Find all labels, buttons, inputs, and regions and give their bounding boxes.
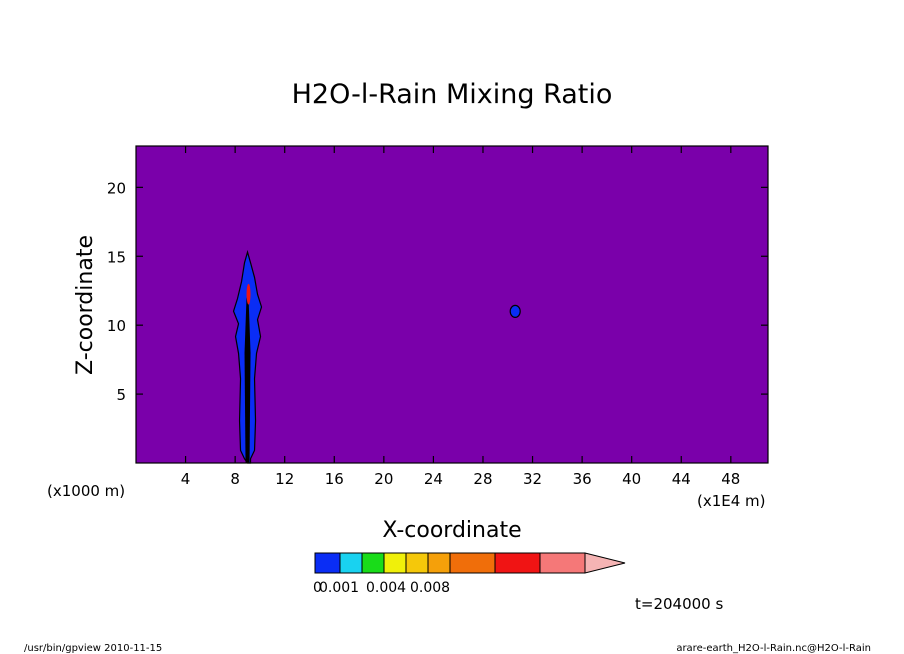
colorbar-swatch (539, 552, 586, 574)
y-tick-label: 15 (107, 248, 126, 266)
x-axis-ticks: 4 8 12 16 20 24 28 32 36 40 44 48 (181, 146, 740, 488)
time-annotation: t=204000 s (635, 595, 723, 613)
x-tick-label: 40 (622, 470, 641, 488)
colorbar-swatch (339, 552, 363, 574)
chart-title: H2O-l-Rain Mixing Ratio (292, 79, 613, 110)
y-tick-label: 5 (116, 386, 126, 404)
colorbar-tick-label: 0.008 (410, 580, 450, 596)
y-tick-label: 10 (107, 317, 126, 335)
colorbar-swatch (405, 552, 429, 574)
colorbar-extend-arrow (584, 552, 626, 574)
colorbar-label-prefix: 0 (313, 580, 322, 596)
x-tick-label: 20 (374, 470, 393, 488)
x-tick-label: 44 (672, 470, 691, 488)
footer-left: /usr/bin/gpview 2010-11-15 (24, 643, 162, 654)
x-tick-label: 16 (325, 470, 344, 488)
plot-frame (135, 145, 769, 464)
colorbar-tick-label: 0.004 (366, 580, 406, 596)
x-unit-right: (x1E4 m) (697, 492, 766, 510)
x-tick-label: 36 (573, 470, 592, 488)
y-axis-ticks: 5 10 15 20 (107, 179, 768, 404)
rain-blob (509, 304, 521, 318)
footer-right: arare-earth_H2O-l-Rain.nc@H2O-l-Rain (676, 643, 871, 654)
colorbar-swatch (361, 552, 385, 574)
y-axis-label: Z-coordinate (73, 235, 98, 375)
x-tick-label: 28 (473, 470, 492, 488)
colorbar-tick-label: 0.001 (319, 580, 359, 596)
colorbar-swatch (427, 552, 451, 574)
plot-area (135, 145, 769, 464)
rain-column-core-contours (244, 297, 251, 463)
x-tick-label: 24 (424, 470, 443, 488)
colorbar-swatch (383, 552, 407, 574)
x-unit-left: (x1000 m) (47, 482, 125, 500)
colorbar-swatch (314, 552, 341, 574)
colorbar: 00.001 0.004 0.008 (313, 552, 626, 596)
x-axis-label: X-coordinate (382, 518, 521, 543)
rain-core (246, 283, 251, 305)
x-tick-label: 8 (230, 470, 240, 488)
x-tick-label: 12 (275, 470, 294, 488)
x-tick-label: 4 (181, 470, 191, 488)
x-tick-label: 32 (523, 470, 542, 488)
colorbar-swatch (449, 552, 496, 574)
x-tick-label: 48 (721, 470, 740, 488)
colorbar-swatch (494, 552, 541, 574)
plot-background (136, 146, 768, 463)
y-tick-label: 20 (107, 179, 126, 197)
